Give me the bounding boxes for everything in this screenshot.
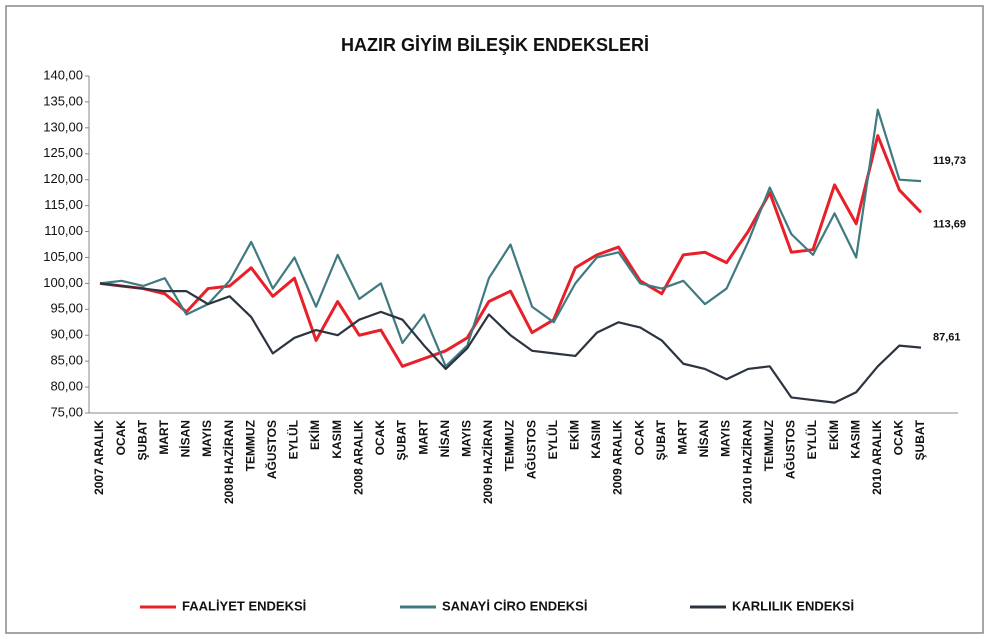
x-tick-label: KASIM — [330, 420, 344, 459]
legend-label: SANAYİ CİRO ENDEKSİ — [442, 598, 587, 613]
x-tick-label: TEMMUZ — [503, 420, 517, 471]
x-tick-label: EKİM — [826, 420, 841, 450]
x-tick-label: NİSAN — [178, 420, 193, 457]
x-tick-label: 2010 ARALIK — [870, 420, 884, 495]
x-tick-label: ŞUBAT — [913, 419, 927, 460]
x-tick-label: TEMMUZ — [762, 420, 776, 471]
x-tick-label: OCAK — [373, 420, 387, 456]
x-tick-label: EYLÜL — [545, 420, 560, 459]
x-tick-label: 2008 HAZİRAN — [221, 420, 236, 504]
legend-label: FAALİYET ENDEKSİ — [182, 598, 306, 613]
x-tick-label: KASIM — [589, 420, 603, 459]
x-tick-label: ŞUBAT — [395, 419, 409, 460]
x-tick-label: 2010 HAZİRAN — [739, 420, 754, 504]
x-tick-label: 2008 ARALIK — [351, 420, 365, 495]
x-tick-label: AĞUSTOS — [264, 420, 279, 479]
legend-label: KARLILIK ENDEKSİ — [732, 598, 854, 613]
x-tick-label: MAYIS — [200, 420, 214, 457]
series-line — [99, 282, 922, 404]
x-tick-label: AĞUSTOS — [783, 420, 798, 479]
x-tick-label: ŞUBAT — [135, 419, 149, 460]
x-tick-label: MART — [157, 419, 171, 454]
x-tick-label: NİSAN — [437, 420, 452, 457]
y-tick-label: 125,00 — [43, 145, 83, 160]
value-label: 113,69 — [933, 218, 966, 230]
x-tick-label: OCAK — [114, 420, 128, 456]
y-tick-label: 115,00 — [44, 197, 83, 212]
x-tick-label: 2009 HAZİRAN — [480, 420, 495, 504]
x-tick-label: OCAK — [632, 420, 646, 456]
x-tick-label: MART — [676, 419, 690, 454]
x-tick-label: EYLÜL — [286, 420, 301, 459]
y-tick-label: 105,00 — [43, 249, 83, 264]
x-tick-label: MAYIS — [459, 420, 473, 457]
value-label: 119,73 — [933, 155, 966, 167]
y-tick-label: 140,00 — [43, 67, 83, 82]
value-label: 87,61 — [933, 332, 961, 344]
x-tick-label: ŞUBAT — [654, 419, 668, 460]
y-tick-label: 95,00 — [50, 301, 83, 316]
series-line — [99, 108, 922, 368]
chart-title: HAZIR GİYİM BİLEŞİK ENDEKSLERİ — [341, 35, 649, 55]
y-tick-label: 130,00 — [43, 119, 83, 134]
x-tick-label: EKİM — [566, 420, 581, 450]
y-tick-label: 120,00 — [43, 171, 83, 186]
x-tick-label: OCAK — [892, 420, 906, 456]
x-tick-label: EYLÜL — [804, 420, 819, 459]
y-tick-label: 75,00 — [50, 404, 83, 419]
y-tick-label: 85,00 — [50, 353, 83, 368]
series-line — [99, 134, 923, 368]
y-tick-label: 90,00 — [50, 327, 83, 342]
x-tick-label: KASIM — [848, 420, 862, 459]
x-tick-label: 2009 ARALIK — [611, 420, 625, 495]
x-tick-label: EKİM — [307, 420, 322, 450]
y-tick-label: 80,00 — [50, 379, 83, 394]
y-tick-label: 110,00 — [44, 223, 83, 238]
x-tick-label: TEMMUZ — [243, 420, 257, 471]
y-tick-label: 135,00 — [43, 93, 83, 108]
x-tick-label: NİSAN — [696, 420, 711, 457]
x-tick-label: MAYIS — [719, 420, 733, 457]
x-tick-label: 2007 ARALIK — [92, 420, 106, 495]
y-tick-label: 100,00 — [43, 275, 83, 290]
x-tick-label: AĞUSTOS — [523, 420, 538, 479]
x-tick-label: MART — [416, 419, 430, 454]
